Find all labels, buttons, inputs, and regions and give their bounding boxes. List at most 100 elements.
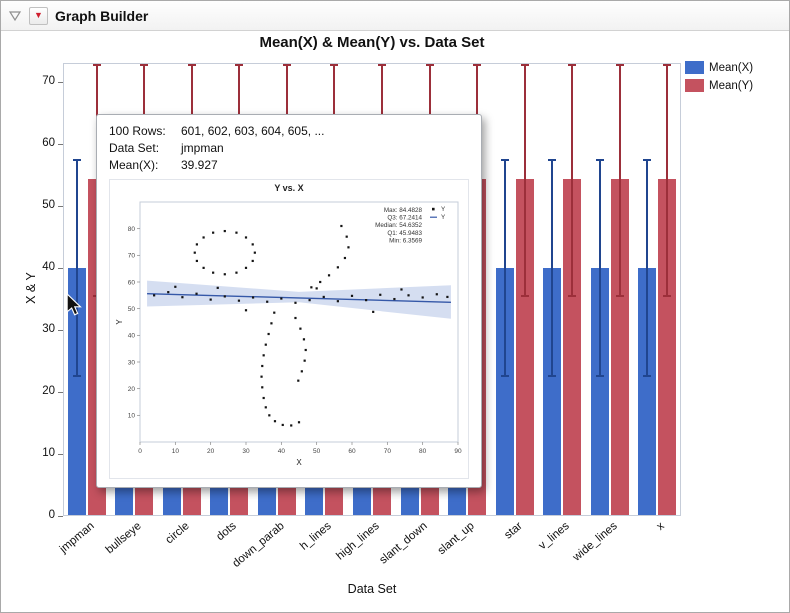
window-title: Graph Builder [55, 7, 149, 24]
svg-text:40: 40 [128, 333, 136, 340]
error-cap-top [500, 159, 509, 162]
error-bar [666, 65, 669, 297]
legend: Mean(X) Mean(Y) [685, 61, 753, 97]
svg-text:80: 80 [128, 226, 136, 233]
error-cap-top [140, 64, 149, 67]
legend-swatch [685, 61, 704, 74]
y-tick-label: 70 [42, 74, 55, 87]
error-cap-top [187, 64, 196, 67]
error-cap-bottom [520, 295, 529, 298]
mini-y-axis-label: Y [115, 319, 124, 325]
svg-text:40: 40 [278, 448, 286, 455]
bar-mean-x--jmpman[interactable] [67, 268, 86, 516]
svg-text:10: 10 [128, 413, 136, 420]
mini-scatterplot: 0 10 20 30 40 50 60 70 80 90 10 20 30 40 50 60 70 80 X Y Max… [115, 201, 462, 467]
y-tick-label: 20 [42, 384, 55, 397]
svg-text:60: 60 [128, 279, 136, 286]
error-cap-top [548, 159, 557, 162]
chart-title: Mean(X) & Mean(Y) vs. Data Set [259, 34, 485, 51]
svg-text:Median: 54.6352: Median: 54.6352 [375, 222, 422, 229]
tooltip-value: jmpman [181, 141, 224, 155]
error-bar [523, 65, 526, 297]
mini-confidence-band [147, 280, 451, 319]
svg-text:0: 0 [138, 448, 142, 455]
svg-text:50: 50 [128, 306, 136, 313]
bar-mean-x--star[interactable] [495, 268, 514, 516]
bar-mean-y--star[interactable] [515, 179, 534, 516]
error-bar [571, 65, 574, 297]
error-bar [551, 160, 554, 376]
legend-swatch [685, 79, 704, 92]
svg-text:20: 20 [128, 386, 136, 393]
y-tick-label: 40 [42, 260, 55, 273]
error-cap-bottom [568, 295, 577, 298]
tooltip-row: 100 Rows: 601, 602, 603, 604, 605, ... [109, 123, 469, 140]
legend-label: Mean(Y) [709, 79, 754, 92]
y-tick-mark [58, 391, 63, 393]
svg-text:70: 70 [384, 448, 392, 455]
y-tick-label: 50 [42, 198, 55, 211]
red-triangle-menu-button[interactable]: ▼ [29, 6, 48, 25]
error-cap-top [72, 159, 81, 162]
error-cap-top [330, 64, 339, 67]
svg-text:Y: Y [441, 206, 446, 213]
y-tick-label: 10 [42, 446, 55, 459]
tooltip-row: Mean(X): 39.927 [109, 157, 469, 174]
tooltip-label: Mean(X): [109, 158, 159, 172]
mini-plot-frame [139, 201, 459, 443]
svg-text:20: 20 [207, 448, 215, 455]
error-cap-bottom [500, 374, 509, 377]
error-cap-top [92, 64, 101, 67]
error-bar [618, 65, 621, 297]
tooltip-value: 39.927 [181, 158, 218, 172]
bar-mean-y--wide_lines[interactable] [610, 179, 629, 516]
svg-text:30: 30 [128, 359, 136, 366]
legend-item[interactable]: Mean(X) [685, 61, 753, 74]
svg-text:30: 30 [242, 448, 250, 455]
tooltip-label: 100 Rows: [109, 124, 166, 138]
svg-text:10: 10 [172, 448, 180, 455]
svg-text:Max: 84.4828: Max: 84.4828 [384, 207, 423, 214]
error-cap-top [282, 64, 291, 67]
svg-text:Q3: 67.2414: Q3: 67.2414 [387, 215, 422, 222]
svg-text:60: 60 [348, 448, 356, 455]
error-cap-top [568, 64, 577, 67]
y-tick-mark [58, 453, 63, 455]
error-cap-bottom [663, 295, 672, 298]
bar-mean-x--wide_lines[interactable] [590, 268, 609, 516]
bar-mean-x--x[interactable] [638, 268, 657, 516]
disclosure-triangle-icon[interactable] [8, 9, 22, 22]
y-tick-label: 60 [42, 136, 55, 149]
mini-x-axis-label: X [296, 458, 302, 467]
y-tick-mark [58, 205, 63, 207]
mini-legend: YY [430, 206, 446, 221]
mini-fit-line [147, 293, 451, 303]
tooltip-row: Data Set: jmpman [109, 140, 469, 157]
error-cap-bottom [72, 374, 81, 377]
legend-label: Mean(X) [709, 61, 754, 74]
error-cap-bottom [548, 374, 557, 377]
svg-text:80: 80 [419, 448, 427, 455]
mini-graph-title: Y vs. X [274, 183, 304, 193]
y-tick-label: 0 [48, 509, 55, 521]
bar-mean-y--x[interactable] [658, 179, 677, 516]
error-bar [598, 160, 601, 376]
error-cap-top [615, 64, 624, 67]
error-cap-top [378, 64, 386, 67]
tooltip-value: 601, 602, 603, 604, 605, ... [181, 124, 325, 138]
error-bar [75, 160, 78, 376]
svg-text:50: 50 [313, 448, 321, 455]
y-tick-mark [58, 267, 63, 269]
error-cap-top [473, 64, 482, 67]
tooltip-label: Data Set: [109, 141, 160, 155]
legend-item[interactable]: Mean(Y) [685, 79, 753, 92]
error-cap-top [663, 64, 672, 67]
bar-mean-x--v_lines[interactable] [543, 268, 562, 516]
bar-mean-y--v_lines[interactable] [563, 179, 582, 516]
error-cap-top [425, 64, 434, 67]
error-cap-top [595, 159, 604, 162]
y-tick-mark [58, 81, 63, 83]
